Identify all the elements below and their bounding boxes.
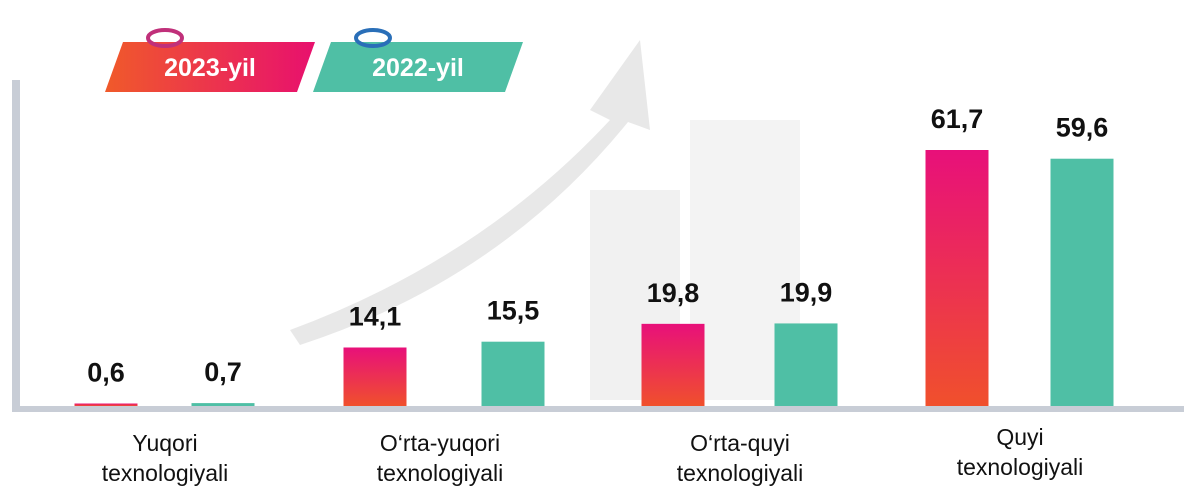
bar bbox=[343, 347, 407, 406]
value-label: 59,6 bbox=[1056, 113, 1109, 143]
value-label: 14,1 bbox=[349, 301, 402, 331]
legend-ring bbox=[146, 28, 184, 48]
bar bbox=[1050, 158, 1114, 406]
legend-swatch bbox=[313, 42, 523, 92]
value-label: 0,6 bbox=[87, 358, 125, 388]
bar bbox=[191, 403, 255, 406]
axis-left bbox=[12, 80, 20, 412]
value-label: 15,5 bbox=[487, 296, 540, 326]
bar bbox=[925, 150, 989, 406]
x-tick-label: Quyi texnologiyali bbox=[956, 424, 1084, 480]
x-tick-label: Yuqori texnologiyali bbox=[101, 430, 229, 486]
bar bbox=[641, 323, 705, 406]
axis-bottom bbox=[12, 406, 1184, 412]
bar bbox=[74, 403, 138, 406]
bar bbox=[774, 323, 838, 406]
x-tick-label: O‘rta-yuqori texnologiyali bbox=[376, 430, 504, 486]
legend-label: 2022-yil bbox=[372, 54, 464, 82]
legend-swatch bbox=[105, 42, 315, 92]
value-label: 0,7 bbox=[204, 357, 242, 387]
legend-label: 2023-yil bbox=[164, 54, 256, 82]
value-label: 61,7 bbox=[931, 104, 984, 134]
value-label: 19,9 bbox=[780, 277, 833, 307]
value-label: 19,8 bbox=[647, 278, 700, 308]
legend: 2023-yil 2022-yil bbox=[105, 28, 523, 92]
plot: 0,6 14,1 19,8 61,7 0,7 15,5 19,9 59,6 bbox=[74, 104, 1114, 406]
legend-ring bbox=[354, 28, 392, 48]
bar bbox=[481, 341, 545, 406]
x-tick-label: O‘rta-quyi texnologiyali bbox=[676, 430, 804, 486]
